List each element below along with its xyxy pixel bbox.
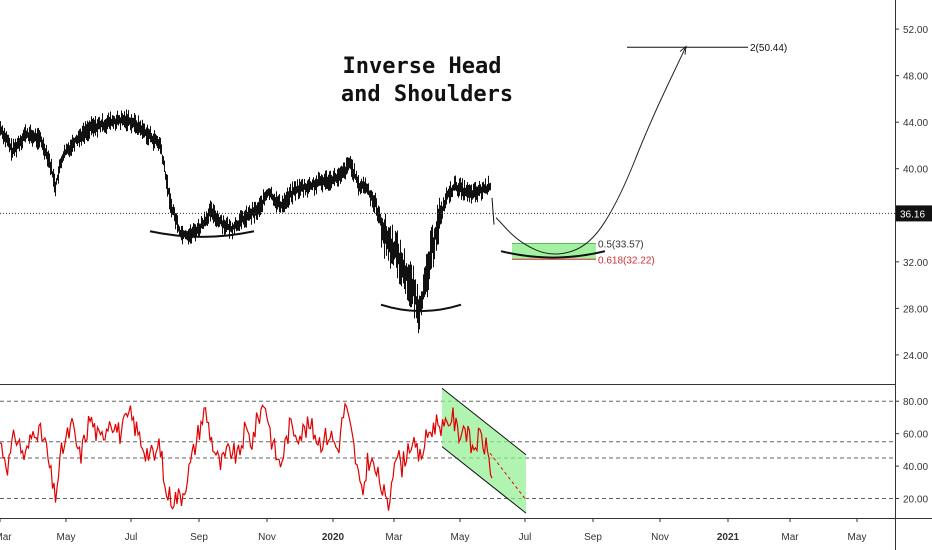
x-tick-label-1: May	[57, 532, 76, 543]
price-tick-label-7: 24.00	[903, 351, 928, 362]
x-tick-label-12: Mar	[781, 532, 799, 543]
channel-upper-line	[441, 387, 527, 456]
indicator-series	[0, 402, 493, 511]
price-tick-label-3: 40.00	[903, 165, 928, 176]
projection-arrowhead	[679, 45, 687, 55]
price-tick-label-5: 32.00	[903, 258, 928, 269]
x-tick-label-10: Nov	[651, 532, 669, 543]
fib-zone	[512, 243, 596, 260]
x-tick-label-9: Sep	[584, 532, 602, 543]
x-tick-label-6: Mar	[385, 532, 403, 543]
chart-title-line-2: and Shoulders	[341, 82, 513, 107]
x-tick-label-3: Sep	[190, 532, 208, 543]
x-tick-label-8: Jul	[519, 532, 532, 543]
arc-head	[380, 303, 462, 313]
y-axis: 52.0048.0044.0040.0036.0032.0028.0024.00…	[895, 25, 932, 506]
price-pane: 0.5(33.57) 0.618(32.22) 2(50.44)	[0, 43, 895, 334]
indicator-pane	[0, 387, 895, 514]
x-tick-label-13: May	[848, 532, 867, 543]
price-tick-label-1: 48.00	[903, 72, 928, 83]
x-tick-label-2: Jul	[125, 532, 138, 543]
price-tick-label-6: 28.00	[903, 304, 928, 315]
ind-tick-label-2: 40.00	[903, 462, 928, 473]
fib-label-0: 0.5(33.57)	[598, 240, 644, 251]
current-price-label: 36.16	[900, 209, 925, 220]
price-series	[0, 109, 491, 334]
price-tail	[491, 197, 495, 225]
x-tick-label-5: 2020	[322, 532, 345, 543]
ind-tick-label-0: 80.00	[903, 397, 928, 408]
x-tick-label-7: May	[451, 532, 470, 543]
x-tick-label-0: Mar	[0, 532, 12, 543]
ind-tick-label-3: 20.00	[903, 495, 928, 506]
chart-title-line-1: Inverse Head	[343, 54, 502, 79]
projection-path	[495, 46, 687, 255]
ind-tick-label-1: 60.00	[903, 430, 928, 441]
fib-label-1: 0.618(32.22)	[598, 255, 655, 266]
channel-lower-line	[441, 446, 527, 514]
current-price-badge	[896, 205, 932, 222]
x-axis: Mar May Jul Sep Nov 2020 Mar May Jul Sep Nov 2021 Ma…	[0, 518, 866, 543]
arc-right-shoulder	[500, 250, 606, 259]
x-tick-label-4: Nov	[258, 532, 276, 543]
x-tick-label-11: 2021	[717, 532, 740, 543]
price-tick-label-2: 44.00	[903, 118, 928, 129]
price-tick-label-0: 52.00	[903, 25, 928, 36]
target-label: 2(50.44)	[750, 43, 787, 54]
arc-left-shoulder	[149, 230, 255, 238]
